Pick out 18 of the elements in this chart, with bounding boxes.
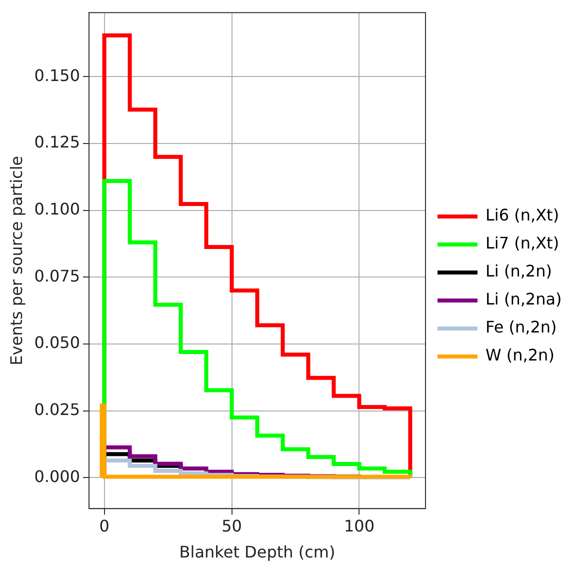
y-axis-title: Events per source particle bbox=[6, 156, 26, 366]
legend-label: W (n,2n) bbox=[486, 346, 554, 365]
x-axis-title: Blanket Depth (cm) bbox=[179, 542, 336, 562]
x-tick-label: 50 bbox=[222, 516, 242, 536]
y-tick-label: 0.125 bbox=[34, 132, 80, 152]
legend-label: Li6 (n,Xt) bbox=[486, 206, 560, 225]
y-tick-label: 0.050 bbox=[34, 333, 80, 352]
legend-label: Li7 (n,Xt) bbox=[486, 234, 560, 253]
y-tick-label: 0.025 bbox=[34, 400, 80, 419]
y-tick-label: 0.000 bbox=[34, 466, 80, 486]
y-tick-label: 0.100 bbox=[34, 200, 80, 219]
legend-label: Li (n,2n) bbox=[486, 262, 552, 281]
x-tick-label: 0 bbox=[99, 516, 110, 536]
y-tick-label: 0.150 bbox=[34, 66, 80, 85]
y-tick-label: 0.075 bbox=[34, 266, 80, 286]
legend-label: Fe (n,2n) bbox=[486, 318, 557, 337]
x-tick-label: 100 bbox=[344, 516, 374, 536]
legend-label: Li (n,2na) bbox=[486, 290, 562, 309]
